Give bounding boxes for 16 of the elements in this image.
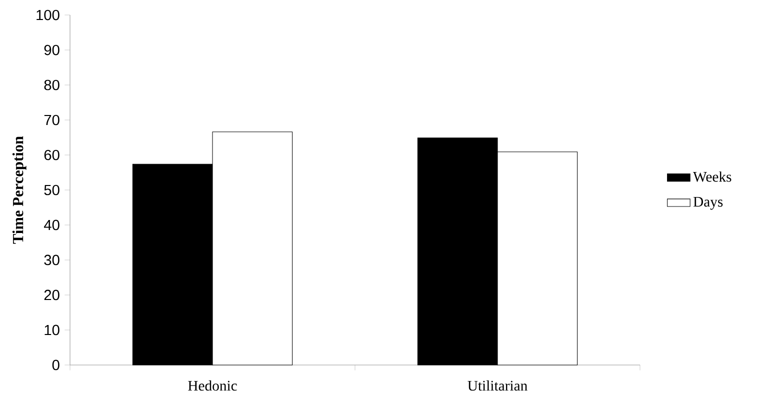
y-tick-label: 30: [44, 254, 60, 266]
x-tick-label: Hedonic: [188, 380, 237, 391]
legend-label: Weeks: [693, 171, 732, 182]
y-tick-label: 20: [44, 290, 60, 300]
y-tick-label: 40: [44, 220, 60, 230]
y-tick-label: 70: [44, 114, 60, 126]
y-tick-label: 50: [44, 184, 60, 196]
legend-label: Days: [693, 196, 723, 210]
x-tick-label: Utilitarian: [468, 380, 528, 391]
y-tick-label: 90: [44, 44, 60, 56]
y-tick-label: 10: [44, 324, 60, 336]
y-tick-label: 60: [44, 150, 60, 160]
y-tick-label: 0: [52, 360, 60, 370]
y-tick-label: 80: [44, 80, 60, 90]
y-tick-label: 100: [36, 10, 60, 20]
y-axis-title: Time Perception: [12, 136, 26, 244]
